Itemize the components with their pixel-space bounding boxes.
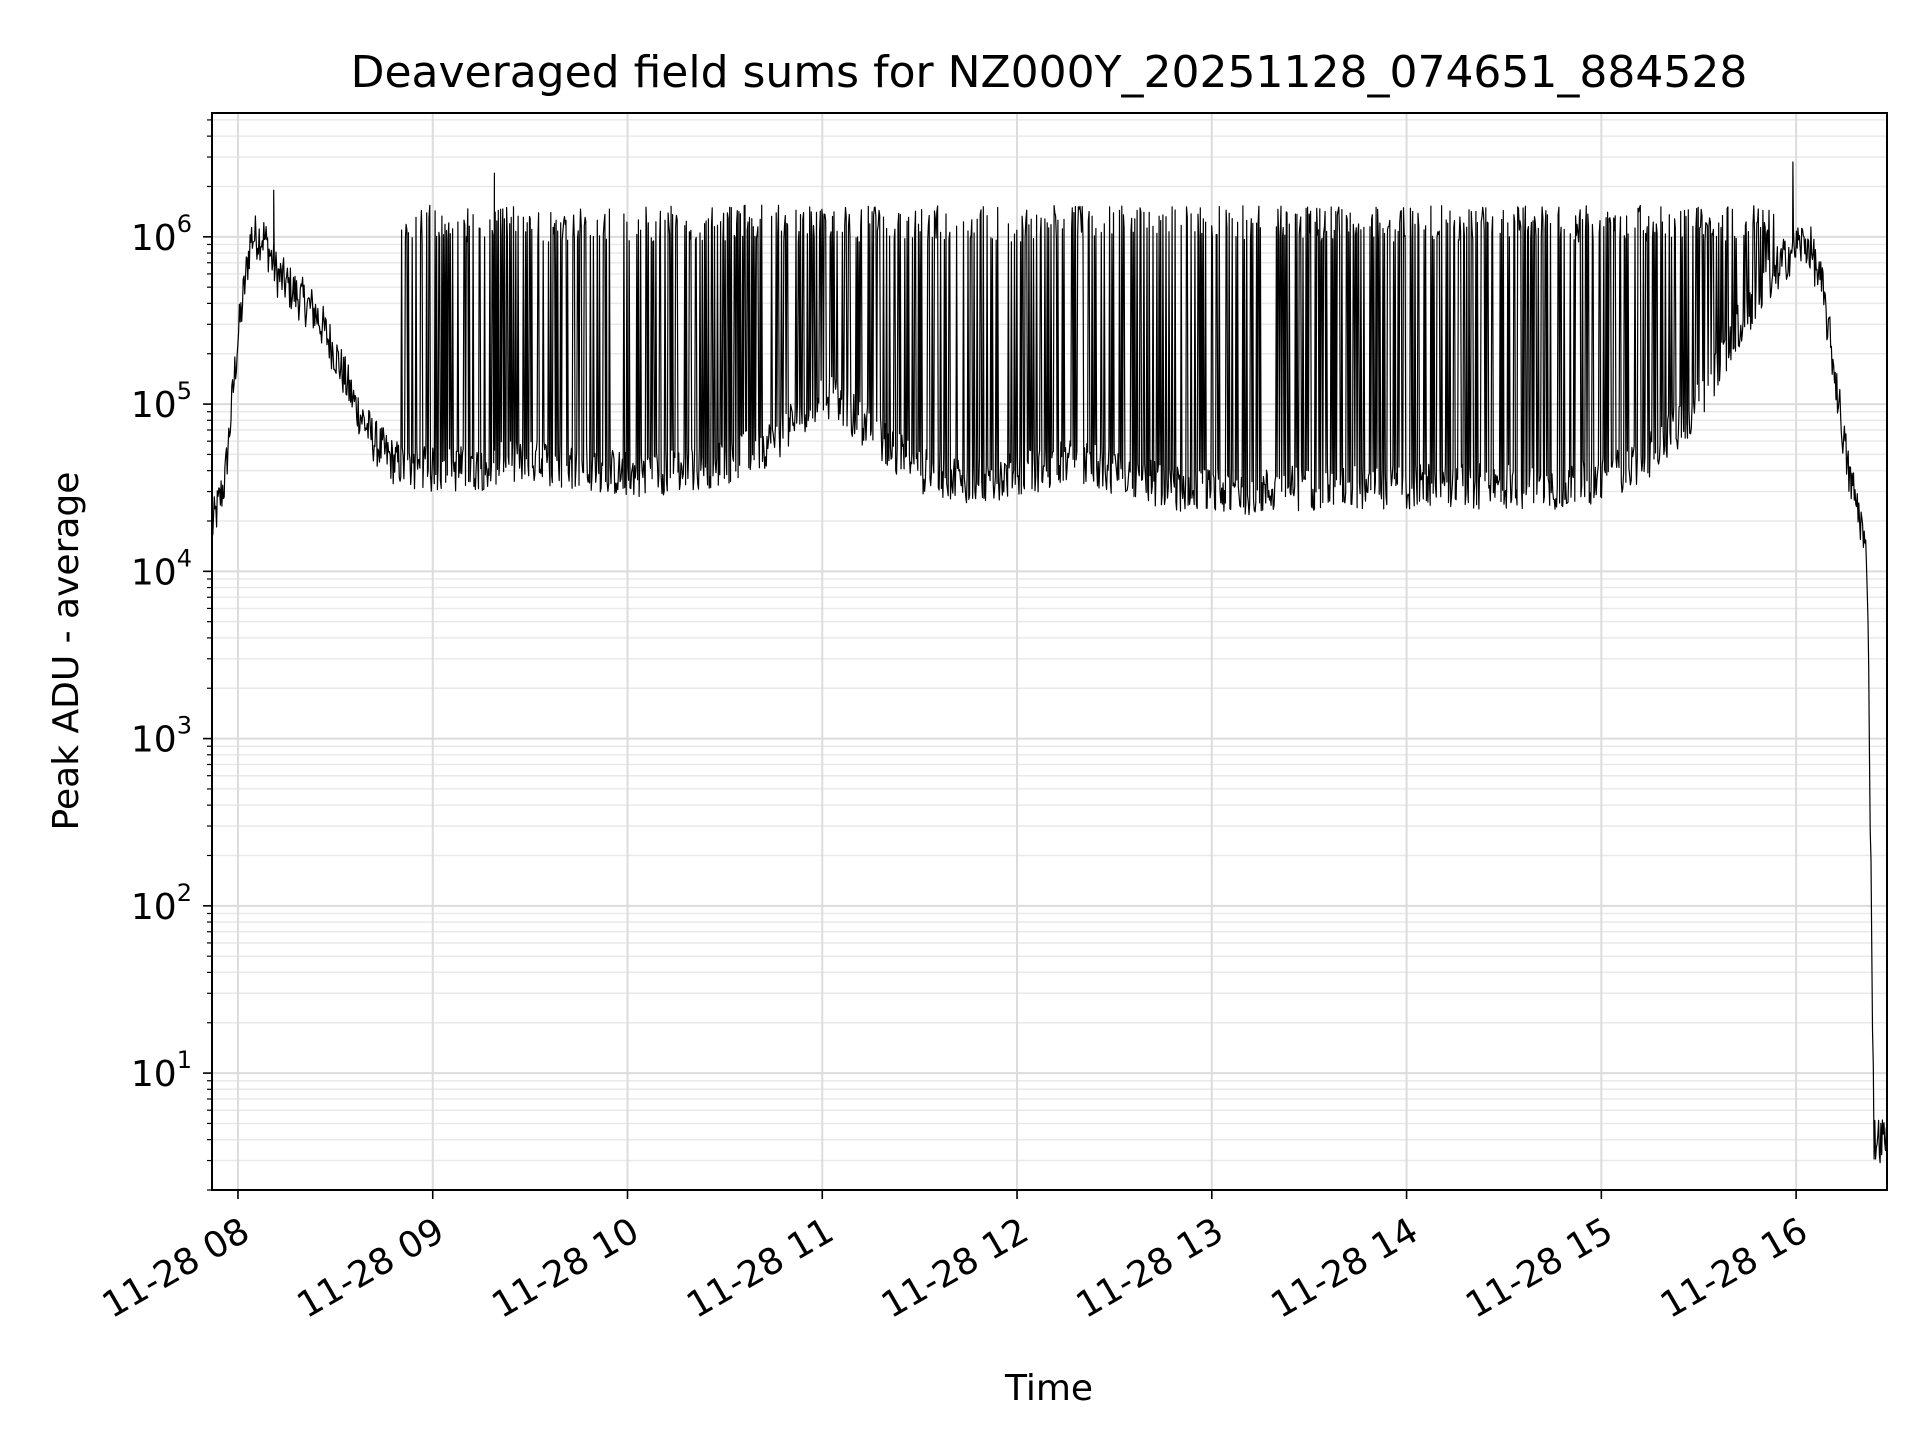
y-tick-exponent: 2 bbox=[177, 879, 192, 907]
x-tick-label: 11-28 11 bbox=[680, 1210, 841, 1326]
y-tick-exponent: 1 bbox=[177, 1046, 192, 1074]
y-axis-label: Peak ADU - average bbox=[46, 472, 87, 831]
y-tick-label: 102 bbox=[131, 879, 192, 928]
y-tick-exponent: 6 bbox=[177, 210, 192, 238]
x-tick-label: 11-28 13 bbox=[1070, 1210, 1231, 1326]
plot-area bbox=[211, 161, 1888, 1164]
x-tick-label: 11-28 14 bbox=[1264, 1210, 1425, 1326]
y-tick-exponent: 3 bbox=[177, 712, 192, 740]
y-tick-base: 10 bbox=[131, 1054, 177, 1095]
x-tick-label: 11-28 16 bbox=[1654, 1210, 1815, 1326]
y-tick-exponent: 4 bbox=[177, 544, 192, 572]
y-tick-base: 10 bbox=[131, 385, 177, 426]
y-tick-label: 101 bbox=[131, 1046, 192, 1095]
plot-frame bbox=[211, 112, 1888, 1191]
series-line bbox=[211, 161, 1888, 1164]
x-axis-label: Time bbox=[1004, 1368, 1093, 1409]
y-tick-label: 105 bbox=[131, 377, 192, 426]
y-tick-base: 10 bbox=[131, 720, 177, 761]
chart-title: Deaveraged field sums for NZ000Y_2025112… bbox=[351, 47, 1748, 98]
x-tick-label: 11-28 09 bbox=[291, 1210, 452, 1326]
y-tick-base: 10 bbox=[131, 887, 177, 928]
x-tick-label: 11-28 12 bbox=[875, 1210, 1036, 1326]
x-tick-label: 11-28 15 bbox=[1459, 1210, 1620, 1326]
y-tick-base: 10 bbox=[131, 218, 177, 259]
x-tick-label: 11-28 08 bbox=[96, 1210, 257, 1326]
x-axis-ticks: 11-28 08 11-28 09 11-28 10 11-28 11 11-28 12… bbox=[96, 1190, 1815, 1327]
y-tick-exponent: 5 bbox=[177, 377, 192, 405]
y-tick-label: 104 bbox=[131, 544, 192, 593]
y-tick-base: 10 bbox=[131, 552, 177, 593]
y-tick-label: 106 bbox=[131, 210, 192, 259]
y-tick-label: 103 bbox=[131, 712, 192, 761]
x-tick-label: 11-28 10 bbox=[485, 1210, 646, 1326]
